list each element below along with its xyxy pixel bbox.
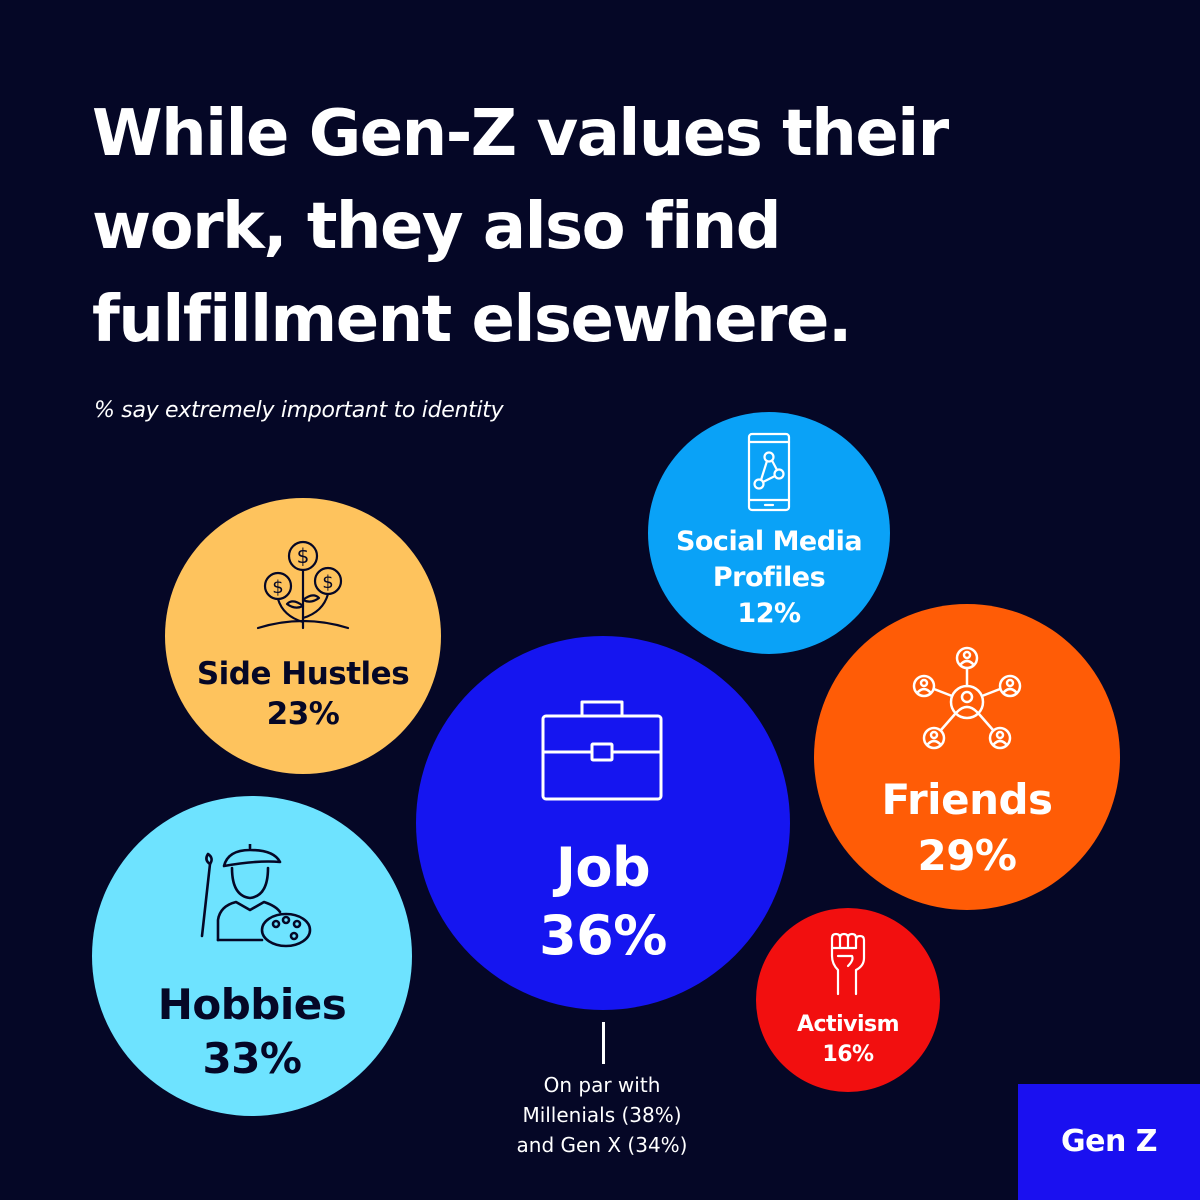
network-icon [912, 646, 1022, 750]
value-label: 16% [822, 1042, 874, 1067]
bubble-friends: Friends 29% [814, 604, 1120, 910]
category-label: Job [555, 836, 651, 899]
category-label: Friends [881, 775, 1053, 824]
painter-icon [200, 844, 312, 948]
category-label: Activism [796, 1012, 900, 1037]
note-connector [602, 1022, 605, 1064]
bubble-label: Activism 16% [756, 1010, 940, 1070]
bubble-job: Job 36% [416, 636, 790, 1010]
value-label: 12% [737, 598, 801, 629]
value-label: 33% [202, 1034, 302, 1083]
note-line: Millenials (38%) [522, 1103, 682, 1127]
title-line: fulfillment elsewhere. [92, 283, 852, 357]
bubble-label: Friends 29% [814, 772, 1120, 884]
title-line: While Gen-Z values their [92, 97, 949, 171]
value-label: 23% [266, 696, 340, 732]
money-plant-icon: $ $ $ [256, 540, 350, 630]
briefcase-icon [541, 700, 663, 801]
category-label: Side Hustles [196, 656, 410, 692]
note-line: On par with [543, 1073, 661, 1097]
bubble-label: Side Hustles 23% [165, 654, 441, 734]
raised-fist-icon [830, 932, 866, 996]
gen-z-badge: Gen Z [1018, 1084, 1200, 1200]
bubble-side-hustles: $ $ $ Side Hustles 23% [165, 498, 441, 774]
value-label: 29% [917, 831, 1017, 880]
page-title: While Gen-Z values their work, they also… [92, 88, 1092, 367]
category-label: Hobbies [157, 980, 347, 1029]
bubble-label: Job 36% [416, 834, 790, 970]
label-line: Social Media [675, 526, 863, 557]
note-line: and Gen X (34%) [516, 1133, 688, 1157]
chart-subtitle: % say extremely important to identity [94, 398, 504, 423]
svg-text:$: $ [272, 577, 283, 598]
value-label: 36% [539, 904, 667, 967]
bubble-social-media: Social Media Profiles 12% [648, 412, 890, 654]
gen-z-badge-label: Gen Z [1060, 1124, 1158, 1159]
title-line: work, they also find [92, 190, 782, 264]
bubble-label: Social Media Profiles 12% [648, 524, 890, 632]
svg-text:$: $ [322, 572, 333, 593]
phone-network-icon [747, 432, 791, 512]
svg-text:$: $ [297, 544, 310, 568]
bubble-hobbies: Hobbies 33% [92, 796, 412, 1116]
bubble-label: Hobbies 33% [92, 978, 412, 1086]
bubble-activism: Activism 16% [756, 908, 940, 1092]
label-line: Profiles [712, 562, 826, 593]
comparison-note: On par with Millenials (38%) and Gen X (… [490, 1070, 714, 1160]
